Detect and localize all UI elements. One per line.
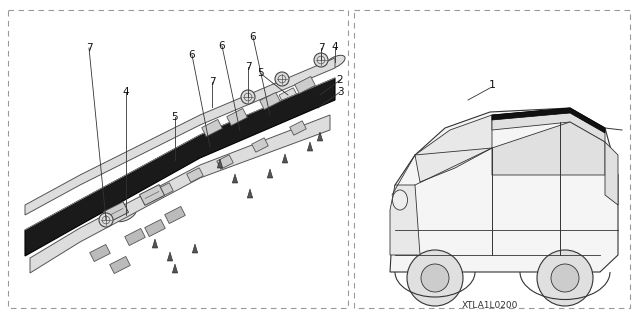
Text: 5: 5 — [257, 68, 263, 78]
Polygon shape — [264, 108, 277, 118]
Polygon shape — [167, 252, 173, 261]
Polygon shape — [317, 132, 323, 141]
Text: 7: 7 — [317, 43, 324, 53]
Polygon shape — [192, 244, 198, 253]
Polygon shape — [25, 78, 335, 256]
Polygon shape — [492, 122, 605, 175]
Polygon shape — [390, 108, 618, 272]
Polygon shape — [260, 93, 280, 109]
Polygon shape — [492, 108, 605, 133]
Text: 7: 7 — [209, 77, 215, 87]
Polygon shape — [157, 183, 173, 197]
Circle shape — [241, 90, 255, 104]
Polygon shape — [415, 115, 492, 182]
Polygon shape — [605, 142, 618, 205]
Polygon shape — [290, 121, 307, 135]
Polygon shape — [307, 142, 313, 151]
Polygon shape — [90, 244, 110, 262]
Polygon shape — [140, 185, 164, 205]
Polygon shape — [187, 168, 204, 182]
Polygon shape — [232, 174, 237, 183]
Polygon shape — [109, 256, 131, 273]
Polygon shape — [282, 154, 288, 163]
Circle shape — [551, 264, 579, 292]
Polygon shape — [25, 58, 335, 215]
Text: 7: 7 — [244, 62, 252, 72]
Polygon shape — [104, 202, 129, 222]
Ellipse shape — [392, 190, 408, 210]
Text: 4: 4 — [332, 42, 339, 52]
Polygon shape — [205, 141, 217, 151]
Polygon shape — [268, 169, 273, 178]
Circle shape — [314, 53, 328, 67]
Ellipse shape — [116, 208, 136, 222]
Polygon shape — [492, 108, 605, 142]
Text: 5: 5 — [172, 112, 179, 122]
Polygon shape — [125, 228, 145, 246]
Text: 7: 7 — [86, 43, 92, 53]
Text: 1: 1 — [488, 80, 495, 90]
Polygon shape — [252, 138, 268, 152]
Polygon shape — [247, 189, 253, 198]
Polygon shape — [227, 108, 247, 126]
Polygon shape — [218, 159, 223, 168]
Polygon shape — [390, 185, 420, 255]
Polygon shape — [166, 153, 184, 167]
Polygon shape — [202, 119, 222, 137]
Polygon shape — [152, 239, 157, 248]
Circle shape — [99, 213, 113, 227]
Circle shape — [421, 264, 449, 292]
Ellipse shape — [325, 55, 345, 69]
Polygon shape — [235, 125, 247, 135]
Polygon shape — [279, 88, 297, 102]
Text: 6: 6 — [250, 32, 256, 42]
Polygon shape — [30, 115, 330, 273]
Polygon shape — [294, 77, 316, 93]
Text: 6: 6 — [219, 41, 225, 51]
Text: 6: 6 — [189, 50, 195, 60]
Circle shape — [407, 250, 463, 306]
Text: XTLA1L0200: XTLA1L0200 — [462, 300, 518, 309]
Text: 3: 3 — [337, 87, 343, 97]
Polygon shape — [145, 219, 165, 237]
Text: 2: 2 — [337, 75, 343, 85]
Circle shape — [537, 250, 593, 306]
Polygon shape — [217, 155, 234, 169]
Circle shape — [275, 72, 289, 86]
Polygon shape — [172, 264, 178, 273]
Polygon shape — [164, 206, 186, 224]
Text: 4: 4 — [123, 87, 129, 97]
